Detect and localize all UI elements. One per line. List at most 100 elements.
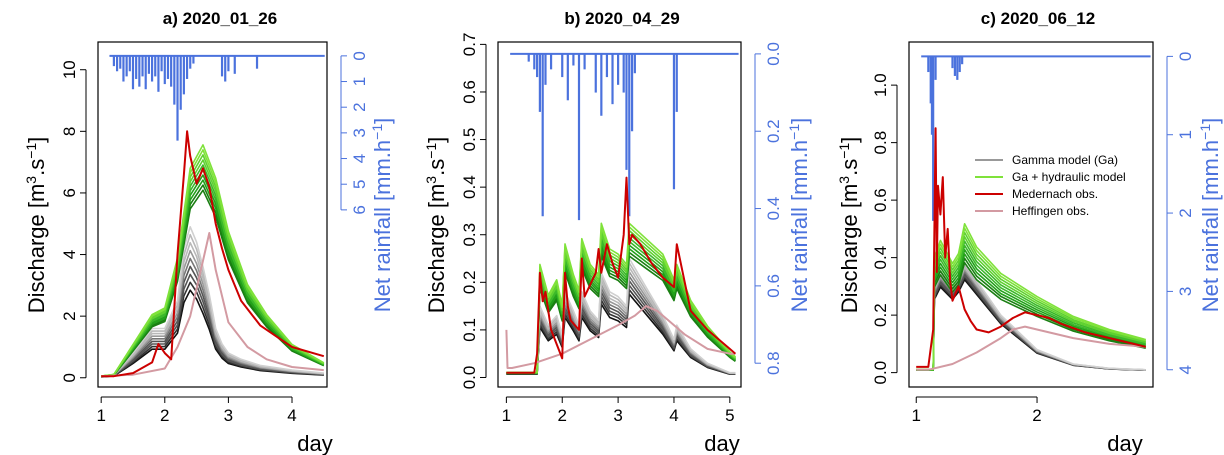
panel-a-axes: 1 2 3 4 0 2 4 6 8 10 0 1 2 3 4 5 6 xyxy=(60,51,369,425)
y-tick-label: 0.0 xyxy=(460,366,479,390)
gamma-model-line xyxy=(101,257,324,378)
y2-tick-label: 0 xyxy=(1176,52,1195,61)
gamma-model-line xyxy=(101,289,324,378)
panel-c-marks xyxy=(916,55,1151,372)
medernach-obs-line xyxy=(506,176,737,374)
y2-tick-label: 0.6 xyxy=(764,274,783,298)
y2-tick-label: 0.4 xyxy=(764,197,783,221)
legend: Gamma model (Ga) Ga + hydraulic model Me… xyxy=(975,153,1126,218)
medernach-obs-line xyxy=(101,130,325,378)
y-tick-label: 0.4 xyxy=(871,246,890,270)
gamma-model-line xyxy=(101,241,324,378)
y-tick-label: 0 xyxy=(60,373,79,382)
y2-tick-label: 0.0 xyxy=(764,42,783,66)
panel-a-marks xyxy=(101,54,325,378)
panel-a-xlabel: day xyxy=(297,431,332,455)
y-tick-label: 0.4 xyxy=(460,175,479,199)
y2-tick-label: 4 xyxy=(350,154,369,163)
gamma-model-line xyxy=(101,265,324,378)
y-tick-label: 2 xyxy=(60,311,79,320)
x-tick-label: 2 xyxy=(160,406,169,425)
panel-c-ylabel: Discharge [m3.s−1] xyxy=(836,137,862,314)
legend-label-hydraulic: Ga + hydraulic model xyxy=(1012,170,1126,184)
panel-c-y2label-text: Net rainfall [mm.h−1] xyxy=(1197,118,1223,312)
legend-label-medernach: Medernach obs. xyxy=(1012,187,1098,201)
panel-c-title: c) 2020_06_12 xyxy=(981,9,1095,28)
y-tick-label: 0.5 xyxy=(460,128,479,152)
panel-b-ylabel: Discharge [m3.s−1] xyxy=(423,137,449,314)
gamma-model-line xyxy=(101,226,324,377)
x-tick-label: 3 xyxy=(224,406,233,425)
panel-a-title: a) 2020_01_26 xyxy=(163,9,277,28)
gamma-model-line xyxy=(101,233,324,378)
panel-a-ylabel: Discharge [m3.s−1] xyxy=(23,137,49,314)
x-tick-label: 2 xyxy=(558,406,567,425)
y2-tick-label: 0.8 xyxy=(764,351,783,375)
panel-b-frame xyxy=(497,41,742,388)
panel-a-frame xyxy=(97,41,328,388)
y-tick-label: 0.8 xyxy=(871,131,890,155)
y2-tick-label: 1 xyxy=(350,77,369,86)
y2-tick-label: 3 xyxy=(1176,287,1195,296)
y-tick-label: 4 xyxy=(60,250,79,259)
x-tick-label: 2 xyxy=(1032,406,1041,425)
y2-tick-label: 3 xyxy=(350,128,369,137)
heffingen-obs-line xyxy=(505,305,736,369)
panel-a: a) 2020_01_26 1 2 3 4 0 2 4 6 8 10 0 1 2 3 4 5 6 day Dis… xyxy=(23,9,395,455)
y-tick-label: 0.7 xyxy=(460,33,479,57)
panel-c-frame xyxy=(908,41,1154,388)
panel-a-y2label: Net rainfall [mm.h−1] xyxy=(369,118,395,312)
panel-b: b) 2020_04_29 1 2 3 4 5 0.0 0.1 0.2 0.3 0.4 0.5 0.6… xyxy=(423,9,812,455)
x-tick-label: 3 xyxy=(613,406,622,425)
panel-b-ylabel-text: Discharge [m3.s−1] xyxy=(423,137,449,314)
panel-b-xlabel: day xyxy=(704,431,739,455)
y2-tick-label: 0.2 xyxy=(764,119,783,143)
panel-c-ylabel-text: Discharge [m3.s−1] xyxy=(836,137,862,314)
y-tick-label: 0.1 xyxy=(460,318,479,342)
panel-c: c) 2020_06_12 1 20.00.20.40.60.81.001234 … xyxy=(836,9,1223,455)
panel-b-y2label: Net rainfall [mm.h−1] xyxy=(786,118,812,312)
y-tick-label: 0.2 xyxy=(460,270,479,294)
heffingen-obs-line xyxy=(916,325,1146,371)
panel-c-y2label: Net rainfall [mm.h−1] xyxy=(1197,118,1223,312)
gamma-model-line xyxy=(101,273,324,378)
x-tick-label: 4 xyxy=(669,406,678,425)
panel-b-y2label-text: Net rainfall [mm.h−1] xyxy=(786,118,812,312)
panel-c-xlabel: day xyxy=(1107,431,1142,455)
y-tick-label: 0.0 xyxy=(871,361,890,385)
y-tick-label: 0.2 xyxy=(871,303,890,327)
panel-c-axes: 1 2 0.0 0.2 0.4 0.6 0.8 1.0 0 1 2 3 4 xyxy=(871,52,1195,425)
x-tick-label: 1 xyxy=(912,406,921,425)
y-tick-label: 0.3 xyxy=(460,223,479,247)
x-tick-label: 5 xyxy=(725,406,734,425)
x-tick-label: 1 xyxy=(502,406,511,425)
panel-b-title: b) 2020_04_29 xyxy=(564,9,679,28)
panel-b-marks xyxy=(505,52,739,376)
hydraulic-model-line xyxy=(506,222,736,374)
y-tick-label: 10 xyxy=(60,60,79,79)
y2-tick-label: 1 xyxy=(1176,130,1195,139)
x-tick-label: 4 xyxy=(287,406,296,425)
y2-tick-label: 2 xyxy=(350,102,369,111)
panel-a-ylabel-text: Discharge [m3.s−1] xyxy=(23,137,49,314)
y2-tick-label: 6 xyxy=(350,205,369,214)
gamma-model-line xyxy=(101,281,324,378)
legend-label-gamma: Gamma model (Ga) xyxy=(1012,153,1118,167)
hydraulic-model-line xyxy=(916,236,1146,371)
medernach-obs-line xyxy=(916,127,1147,368)
y-tick-label: 0.6 xyxy=(871,188,890,212)
panel-b-axes: 1 2 3 4 5 0.0 0.1 0.2 0.3 0.4 0.5 0.6 0.7 0.0 0.2 0.4 0.… xyxy=(460,33,783,425)
legend-label-heffingen: Heffingen obs. xyxy=(1012,204,1089,218)
y-tick-label: 1.0 xyxy=(871,73,890,97)
y-tick-label: 6 xyxy=(60,188,79,197)
y2-tick-label: 4 xyxy=(1176,365,1195,374)
panel-a-y2label-text: Net rainfall [mm.h−1] xyxy=(369,118,395,312)
y2-tick-label: 0 xyxy=(350,51,369,60)
y-tick-label: 0.6 xyxy=(460,80,479,104)
heffingen-obs-line xyxy=(101,232,324,378)
x-tick-label: 1 xyxy=(96,406,105,425)
y2-tick-label: 2 xyxy=(1176,208,1195,217)
hydraulic-model-line xyxy=(101,144,325,377)
y-tick-label: 8 xyxy=(60,127,79,136)
